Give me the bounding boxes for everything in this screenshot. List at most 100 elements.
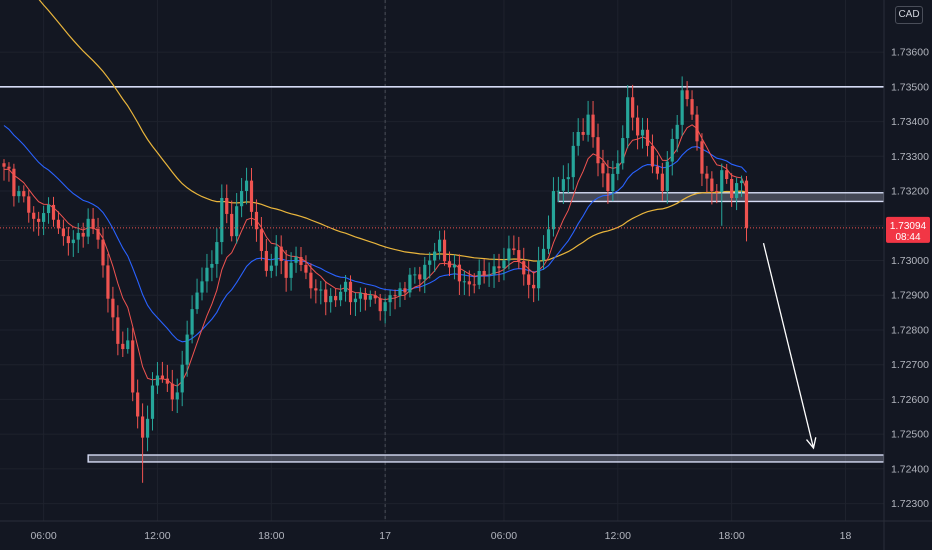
candle [289,252,293,291]
candle [86,208,90,245]
candle [259,217,263,261]
candle [145,405,150,452]
candle [680,76,684,136]
candle [611,160,615,202]
candle [710,171,714,205]
candle [507,235,511,270]
price-tick-label: 1.72700 [891,359,929,371]
candle [51,196,56,227]
support-zone[interactable] [557,192,885,203]
candle [170,369,174,412]
candle [645,118,650,157]
candle [17,185,21,203]
target-zone[interactable] [87,454,885,463]
candle [160,361,164,383]
levels-layer [0,86,885,463]
candle [91,208,95,235]
candle [106,253,110,313]
candle [116,305,120,356]
candle [324,281,328,316]
candle [462,270,466,295]
candle [101,228,105,278]
candle [46,197,51,224]
annotations [0,227,884,450]
candle [299,247,303,272]
candle [650,134,655,174]
candle [155,362,160,394]
time-tick-label: 17 [379,530,391,542]
chart-grid [0,0,884,521]
candle [596,123,600,177]
candle [423,256,427,294]
time-tick-label: 06:00 [30,530,56,542]
candle [185,320,189,377]
candle [195,278,199,314]
candle [556,176,560,202]
time-tick-label: 18:00 [719,530,745,542]
candle [200,267,204,301]
candle [586,100,590,142]
candle [136,379,140,429]
candle [527,260,531,299]
candle [225,184,229,224]
candle [230,200,234,242]
candle [413,267,417,284]
candle [477,259,481,290]
candle [492,254,496,288]
candle [294,246,298,273]
candle [670,128,674,176]
price-axis[interactable]: 1.736001.735001.734001.733001.732001.731… [883,0,932,550]
candle [601,149,605,188]
ma-fast-line [3,124,747,387]
candle [180,350,184,407]
candle [71,230,75,257]
price-tick-label: 1.73000 [891,255,929,267]
currency-button[interactable]: CAD [895,6,923,24]
projection-arrow [762,242,815,449]
candle [517,236,521,269]
candle [254,199,259,242]
candle [284,250,288,292]
time-tick-label: 12:00 [605,530,631,542]
candle [249,167,254,226]
time-tick-label: 18:00 [258,530,284,542]
candle [541,235,546,270]
candle [368,290,372,307]
candle [655,155,659,180]
candle [121,331,125,357]
candle [735,177,739,211]
candle [616,150,620,181]
candle [720,163,724,226]
candle [457,254,461,296]
candle [56,211,61,234]
candle [111,286,115,331]
candle [640,117,645,149]
candle [403,281,407,301]
candle [141,403,145,483]
candle [482,259,486,284]
candle [61,219,65,246]
candle [467,270,471,297]
candle [522,247,526,286]
candle [739,175,744,197]
price-tick-label: 1.72800 [891,324,929,336]
price-tick-label: 1.73600 [891,47,929,59]
arrow-head-icon [806,437,817,450]
candle [269,253,273,278]
candle [220,184,224,255]
price-tick-label: 1.72300 [891,498,929,510]
candle [314,279,318,304]
candle [264,238,268,277]
candle [131,327,135,402]
candle [512,235,516,255]
candle [343,274,348,302]
candle [66,227,70,256]
candle [150,372,155,431]
candle [715,184,719,204]
candle [353,292,358,317]
price-tick-label: 1.72500 [891,429,929,441]
time-axis[interactable]: 06:00 12:00 18:00 17 06:00 12:00 18:00 18 [0,520,932,542]
candle [334,288,338,307]
